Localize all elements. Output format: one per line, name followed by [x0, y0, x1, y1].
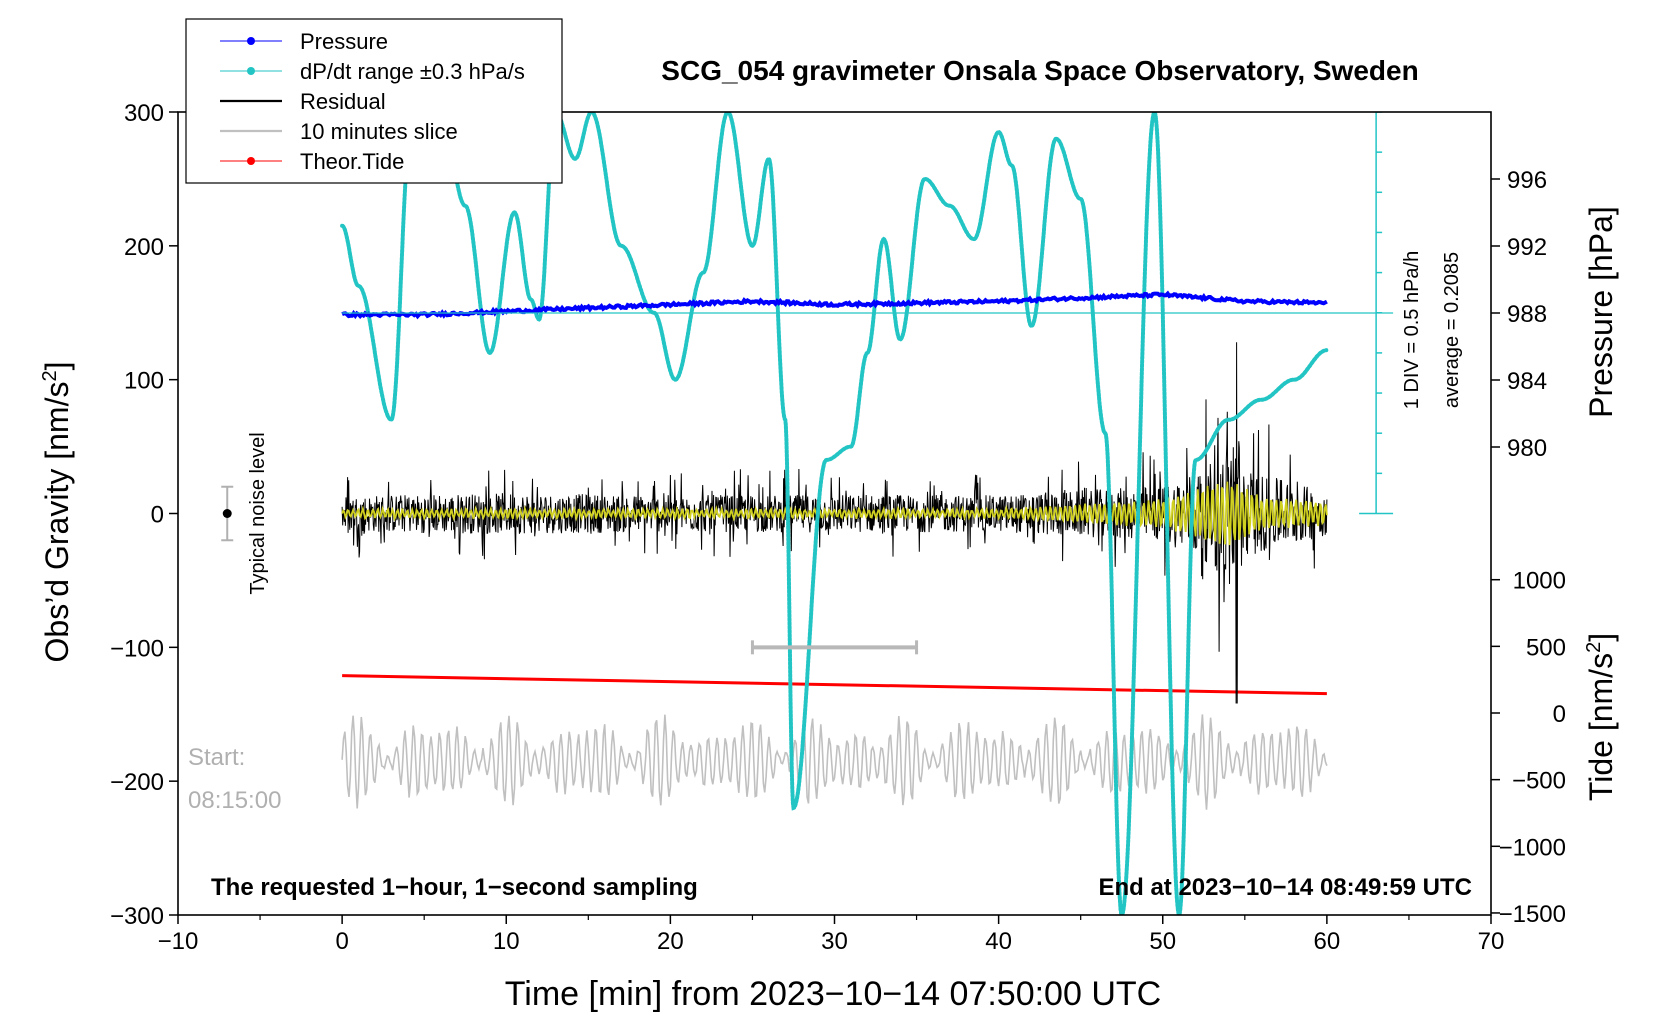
noise-dot — [222, 509, 232, 518]
x-tick-label: 10 — [493, 928, 520, 955]
pressure-tick-label: 984 — [1507, 368, 1547, 395]
tide-tick-label: 0 — [1553, 701, 1566, 728]
tide-tick-label: −1000 — [1499, 834, 1566, 861]
y-tick-label: 200 — [124, 234, 164, 261]
x-tick-label: 0 — [335, 928, 348, 955]
y-tick-label: 100 — [124, 368, 164, 395]
pressure-line — [341, 290, 1328, 320]
x-tick-label: 40 — [985, 928, 1012, 955]
legend-label: 10 minutes slice — [300, 119, 458, 144]
y-tick-label: −100 — [110, 635, 164, 662]
legend-label: Theor.Tide — [300, 149, 404, 174]
x-tick-label: −10 — [158, 928, 199, 955]
pressure-axis-label: Pressure [hPa] — [1583, 206, 1619, 418]
y-tick-label: −200 — [110, 769, 164, 796]
legend-marker — [247, 37, 255, 45]
pressure-tick-label: 988 — [1507, 301, 1547, 328]
tide-tick-label: −1500 — [1499, 901, 1566, 928]
legend-label: Pressure — [300, 29, 388, 54]
smoothed-residual-line — [341, 481, 1328, 546]
tide-tick-label: 500 — [1526, 634, 1566, 661]
scale-bar-avg-label: average = 0.2085 — [1441, 252, 1463, 408]
start-time-label: 08:15:00 — [188, 787, 281, 814]
pressure-tick-label: 992 — [1507, 234, 1547, 261]
end-time-note: End at 2023−10−14 08:49:59 UTC — [1098, 874, 1472, 901]
text-layer: Typical noise level−10 0 10 20 30 40 50 60 70300… — [39, 55, 1619, 1013]
x-tick-label: 30 — [821, 928, 848, 955]
y-tick-label: 0 — [151, 502, 164, 529]
residual-line — [341, 342, 1328, 704]
dpdt-line — [340, 112, 1329, 915]
tide-tick-label: 1000 — [1513, 568, 1566, 595]
tide-tick-label: −500 — [1512, 768, 1566, 795]
legend-marker — [247, 67, 255, 75]
legend-label: Residual — [300, 89, 386, 114]
tide-axis-label: Tide [nm/s2] — [1583, 633, 1619, 801]
y-tick-label: −300 — [110, 903, 164, 930]
axes-layer — [169, 111, 1500, 924]
pressure-tick-label: 980 — [1507, 435, 1547, 462]
slice-line — [341, 714, 1328, 810]
tide-line — [342, 674, 1327, 696]
scale-bar-div-label: 1 DIV = 0.5 hPa/h — [1401, 251, 1423, 409]
legend-label: dP/dt range ±0.3 hPa/s — [300, 59, 525, 84]
noise-label: Typical noise level — [247, 432, 269, 594]
x-tick-label: 50 — [1149, 928, 1176, 955]
x-axis-label: Time [min] from 2023−10−14 07:50:00 UTC — [505, 975, 1161, 1013]
legend: Pressure dP/dt range ±0.3 hPa/s Residual 10… — [185, 18, 563, 184]
series-layer — [221, 112, 1394, 915]
legend-marker — [247, 157, 255, 165]
x-tick-label: 60 — [1314, 928, 1341, 955]
y-tick-label: 300 — [124, 100, 164, 127]
x-tick-label: 70 — [1478, 928, 1505, 955]
chart-title: SCG_054 gravimeter Onsala Space Observat… — [661, 55, 1418, 86]
sampling-note: The requested 1−hour, 1−second sampling — [211, 874, 698, 901]
pressure-tick-label: 996 — [1507, 167, 1547, 194]
y-axis-label: Obs’d Gravity [nm/s2] — [39, 362, 75, 663]
start-label: Start: — [188, 744, 245, 771]
x-tick-label: 20 — [657, 928, 684, 955]
